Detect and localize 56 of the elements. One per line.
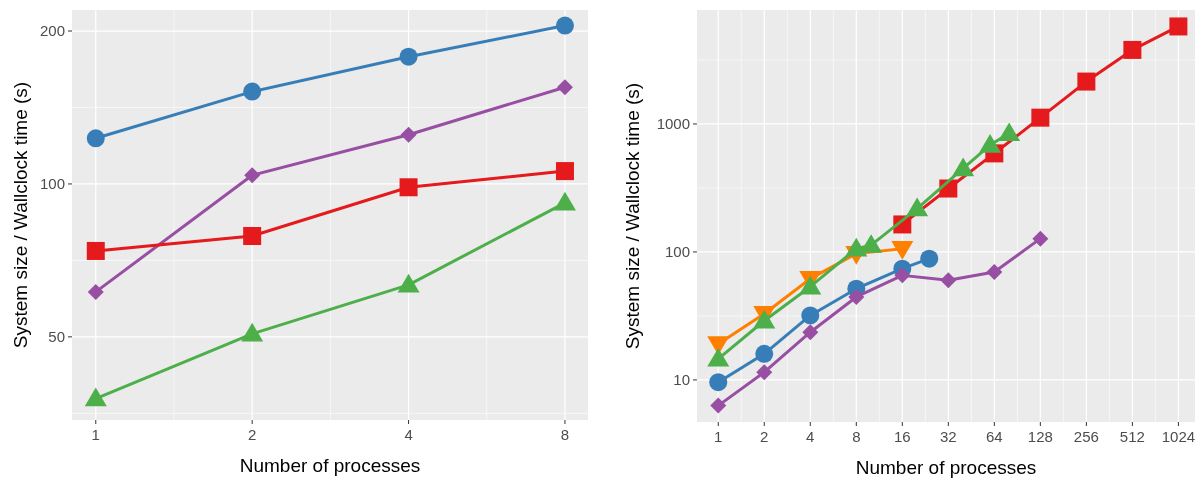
- point: [86, 241, 105, 260]
- x-tick-label: 4: [404, 426, 413, 443]
- point: [243, 226, 262, 245]
- x-tick-label: 16: [893, 428, 911, 445]
- point: [1032, 230, 1049, 247]
- point: [243, 82, 262, 101]
- point: [845, 237, 868, 257]
- x-tick-label: 1024: [1161, 428, 1196, 445]
- point: [399, 47, 418, 66]
- point: [894, 267, 911, 284]
- x-tick-label: 8: [560, 426, 570, 443]
- point: [986, 264, 1003, 280]
- point: [400, 126, 417, 143]
- y-tick-label: 200: [39, 22, 65, 40]
- y-tick-label: 100: [39, 175, 65, 193]
- point: [802, 324, 819, 341]
- x-tick-label: 2: [760, 428, 769, 445]
- point: [709, 373, 728, 392]
- point: [710, 397, 727, 414]
- x-tick-label: 32: [939, 428, 957, 445]
- y-tick-label: 1000: [656, 115, 690, 133]
- x-axis-title: Number of processes: [239, 455, 421, 476]
- x-tick-label: 4: [806, 428, 815, 445]
- point: [940, 272, 957, 289]
- point: [848, 288, 865, 305]
- y-axis-title: System size / Wallclock time (s): [622, 82, 643, 350]
- y-axis-title: System size / Wallclock time (s): [10, 81, 31, 349]
- point: [755, 344, 774, 363]
- point: [553, 191, 576, 211]
- y-tick-label: 50: [48, 328, 65, 346]
- point: [753, 309, 776, 329]
- x-tick-label: 128: [1027, 428, 1053, 445]
- point: [555, 16, 574, 35]
- y-tick-label: 10: [673, 371, 690, 389]
- point: [707, 347, 730, 367]
- x-tick-label: 2: [248, 426, 257, 443]
- x-axis-title: Number of processes: [855, 457, 1037, 478]
- point: [556, 79, 573, 96]
- y-tick-label: 100: [664, 243, 690, 261]
- point: [244, 167, 261, 184]
- x-tick-label: 64: [986, 428, 1003, 445]
- point: [756, 364, 773, 381]
- point: [86, 129, 105, 148]
- point: [87, 283, 104, 300]
- x-tick-label: 8: [852, 428, 861, 445]
- point: [801, 306, 820, 325]
- point: [84, 387, 107, 407]
- x-tick-label: 512: [1119, 428, 1145, 445]
- point: [399, 178, 418, 197]
- x-tick-label: 1: [91, 426, 100, 443]
- x-tick-label: 1: [714, 428, 723, 445]
- point: [397, 273, 420, 293]
- point: [241, 322, 264, 342]
- point: [555, 162, 574, 181]
- point: [799, 275, 822, 295]
- x-tick-label: 256: [1073, 428, 1099, 445]
